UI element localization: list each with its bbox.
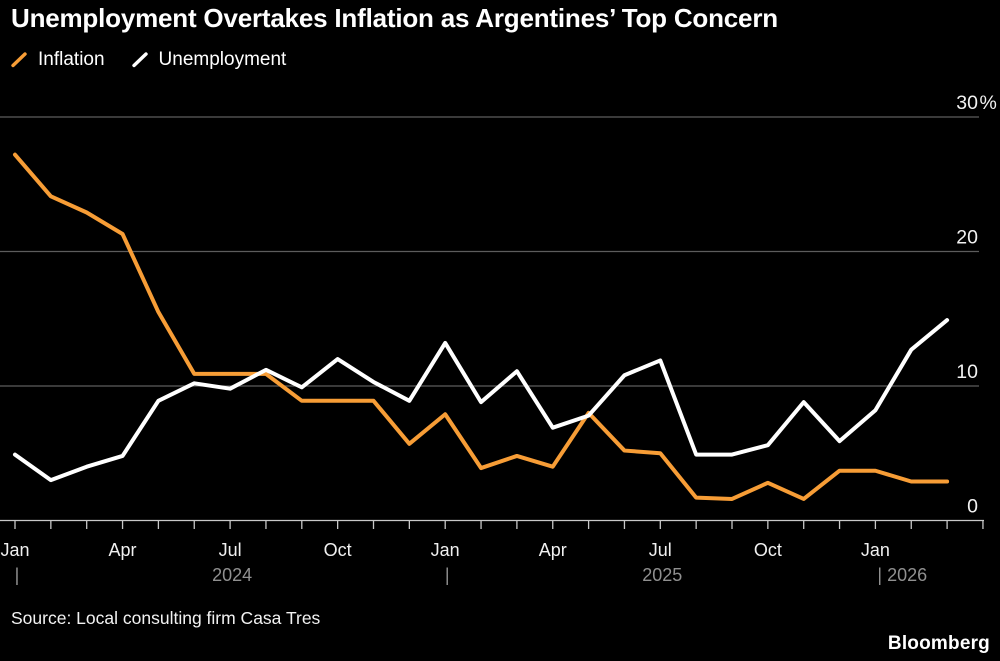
bloomberg-logo: Bloomberg (887, 633, 990, 654)
x-axis-year-label: 2024 (212, 565, 252, 585)
unemployment-slash-icon (131, 52, 148, 68)
source-note: Source: Local consulting firm Casa Tres (11, 608, 321, 628)
legend-item-inflation: Inflation (10, 49, 105, 71)
x-axis-month-label: Jul (649, 540, 672, 560)
x-axis-month-label: Oct (324, 540, 352, 560)
series-line-inflation (13, 152, 950, 501)
legend-label-inflation: Inflation (38, 49, 105, 70)
x-axis-month-label: Jan (0, 540, 29, 560)
x-axis-year-label: | 2026 (877, 565, 927, 585)
x-axis-month-label: Jan (431, 540, 460, 560)
y-axis-label-30: 30 (956, 92, 978, 114)
y-axis-label-10: 10 (956, 361, 978, 383)
y-axis-label-0: 0 (967, 496, 978, 518)
legend: Inflation Unemployment (10, 49, 286, 71)
x-axis-month-label: Apr (109, 540, 137, 560)
x-axis-month-label: Apr (539, 540, 567, 560)
y-axis-label-20: 20 (956, 227, 978, 249)
x-axis-month-label: Jan (861, 540, 890, 560)
series-line-unemployment (13, 318, 950, 483)
chart-title: Unemployment Overtakes Inflation as Arge… (11, 3, 778, 33)
x-axis-year-label: | (15, 565, 20, 585)
legend-item-unemployment: Unemployment (131, 49, 287, 71)
y-axis-unit: % (980, 92, 997, 114)
x-axis-year-label: 2025 (642, 565, 682, 585)
inflation-slash-icon (11, 52, 27, 68)
x-axis-month-label: Jul (219, 540, 242, 560)
legend-label-unemployment: Unemployment (158, 49, 287, 70)
x-axis-year-label: | (445, 565, 450, 585)
x-axis-month-label: Oct (754, 540, 782, 560)
